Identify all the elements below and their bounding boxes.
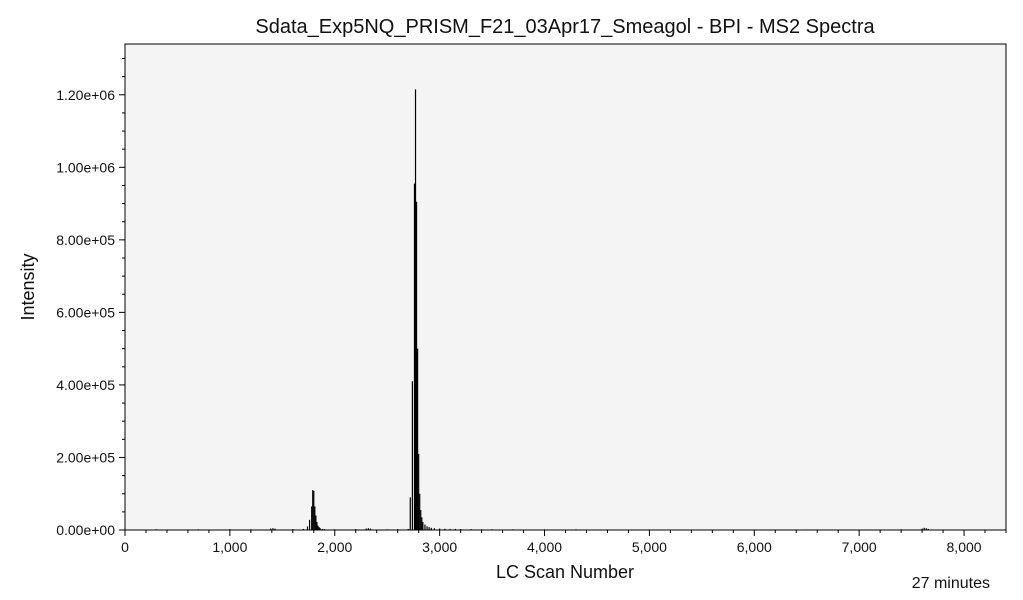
chart-title: Sdata_Exp5NQ_PRISM_F21_03Apr17_Smeagol -… bbox=[255, 16, 875, 38]
y-tick-label: 4.00e+05 bbox=[56, 377, 115, 393]
x-tick-label: 4,000 bbox=[527, 539, 562, 555]
y-axis-label: Intensity bbox=[18, 253, 38, 320]
y-tick-label: 0.00e+00 bbox=[56, 522, 115, 538]
y-tick-label: 1.20e+06 bbox=[56, 87, 115, 103]
x-tick-label: 6,000 bbox=[737, 539, 772, 555]
y-axis-ticks: 0.00e+00 2.00e+05 4.00e+05 6.00e+05 8.00e+05… bbox=[56, 58, 125, 538]
y-tick-label: 1.00e+06 bbox=[56, 159, 115, 175]
bar-series bbox=[155, 89, 986, 530]
x-tick-label: 7,000 bbox=[842, 539, 877, 555]
x-tick-label: 1,000 bbox=[212, 539, 247, 555]
x-axis-label: LC Scan Number bbox=[496, 562, 634, 582]
plot-area bbox=[125, 44, 1006, 530]
run-duration-note: 27 minutes bbox=[912, 575, 990, 592]
y-tick-label: 6.00e+05 bbox=[56, 304, 115, 320]
y-tick-label: 8.00e+05 bbox=[56, 232, 115, 248]
x-tick-label: 8,000 bbox=[947, 539, 982, 555]
x-tick-label: 5,000 bbox=[632, 539, 667, 555]
x-tick-label: 3,000 bbox=[422, 539, 457, 555]
plot-frame bbox=[124, 43, 1007, 531]
x-tick-label: 0 bbox=[121, 539, 129, 555]
y-tick-label: 2.00e+05 bbox=[56, 449, 115, 465]
x-axis-ticks: 0 1,000 2,000 3,000 4,000 5,000 6,000 7,000 8,00… bbox=[121, 530, 1007, 555]
x-tick-label: 2,000 bbox=[317, 539, 352, 555]
